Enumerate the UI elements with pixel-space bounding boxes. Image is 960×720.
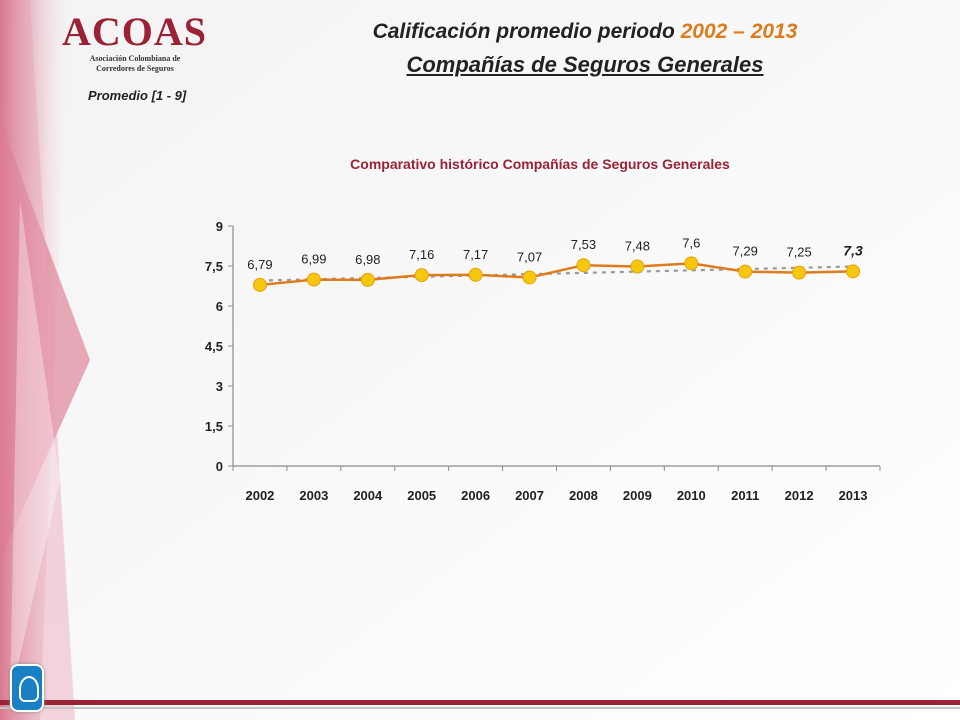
data-point xyxy=(252,277,267,292)
data-label: 6,79 xyxy=(247,257,272,272)
data-label: 7,6 xyxy=(682,235,700,250)
data-label: 7,3 xyxy=(843,242,863,258)
logo-tagline-1: Asociación Colombiana de xyxy=(89,54,181,63)
data-label: 7,53 xyxy=(571,237,596,252)
y-tick-label: 6 xyxy=(216,299,223,314)
data-label: 7,29 xyxy=(733,244,758,259)
title-prefix: Calificación promedio periodo xyxy=(372,20,681,43)
y-tick-label: 3 xyxy=(216,379,223,394)
data-point xyxy=(576,258,591,273)
x-tick-label: 2008 xyxy=(569,488,598,503)
data-label: 7,48 xyxy=(625,239,650,254)
data-label: 7,17 xyxy=(463,247,488,262)
y-tick-label: 0 xyxy=(216,459,223,474)
data-point xyxy=(846,264,861,279)
data-label: 6,99 xyxy=(301,252,326,267)
data-label: 7,25 xyxy=(786,245,811,260)
x-tick-label: 2007 xyxy=(515,488,544,503)
y-tick-label: 9 xyxy=(216,219,223,234)
data-point xyxy=(306,272,321,287)
logo-tagline-2: Corredores de Seguros xyxy=(96,64,174,73)
scale-range-label: Promedio [1 - 9] xyxy=(88,88,187,103)
shield-badge-icon xyxy=(10,664,44,712)
data-label: 6,98 xyxy=(355,252,380,267)
data-label: 7,07 xyxy=(517,249,542,264)
data-point xyxy=(684,256,699,271)
data-point xyxy=(414,268,429,283)
y-tick-label: 7,5 xyxy=(205,259,223,274)
x-tick-label: 2002 xyxy=(245,488,274,503)
x-tick-label: 2013 xyxy=(839,488,868,503)
x-tick-label: 2009 xyxy=(623,488,652,503)
x-tick-label: 2003 xyxy=(299,488,328,503)
title-years: 2002 – 2013 xyxy=(680,20,798,43)
x-tick-label: 2011 xyxy=(731,488,759,503)
x-tick-label: 2006 xyxy=(461,488,490,503)
page-subtitle: Compañías de Seguros Generales xyxy=(406,52,764,77)
x-tick-label: 2010 xyxy=(677,488,706,503)
logo-wordmark: ACOAS xyxy=(62,9,208,54)
data-point xyxy=(468,267,483,282)
acoas-logo: ACOAS Asociación Colombiana de Corredore… xyxy=(62,4,212,76)
data-label: 7,16 xyxy=(409,247,434,262)
trendline xyxy=(259,265,854,282)
data-point xyxy=(738,264,753,279)
x-tick-label: 2012 xyxy=(785,488,814,503)
page-title: Calificación promedio periodo 2002 – 201… xyxy=(300,20,870,44)
x-tick-label: 2005 xyxy=(407,488,436,503)
data-point xyxy=(792,265,807,280)
chart-title: Comparativo histórico Compañías de Segur… xyxy=(350,156,730,172)
data-point xyxy=(522,270,537,285)
y-tick-label: 1,5 xyxy=(205,419,223,434)
data-point xyxy=(630,259,645,274)
series-line xyxy=(259,262,854,287)
y-tick-label: 4,5 xyxy=(205,339,223,354)
x-tick-label: 2004 xyxy=(353,488,383,503)
data-point xyxy=(360,272,375,287)
